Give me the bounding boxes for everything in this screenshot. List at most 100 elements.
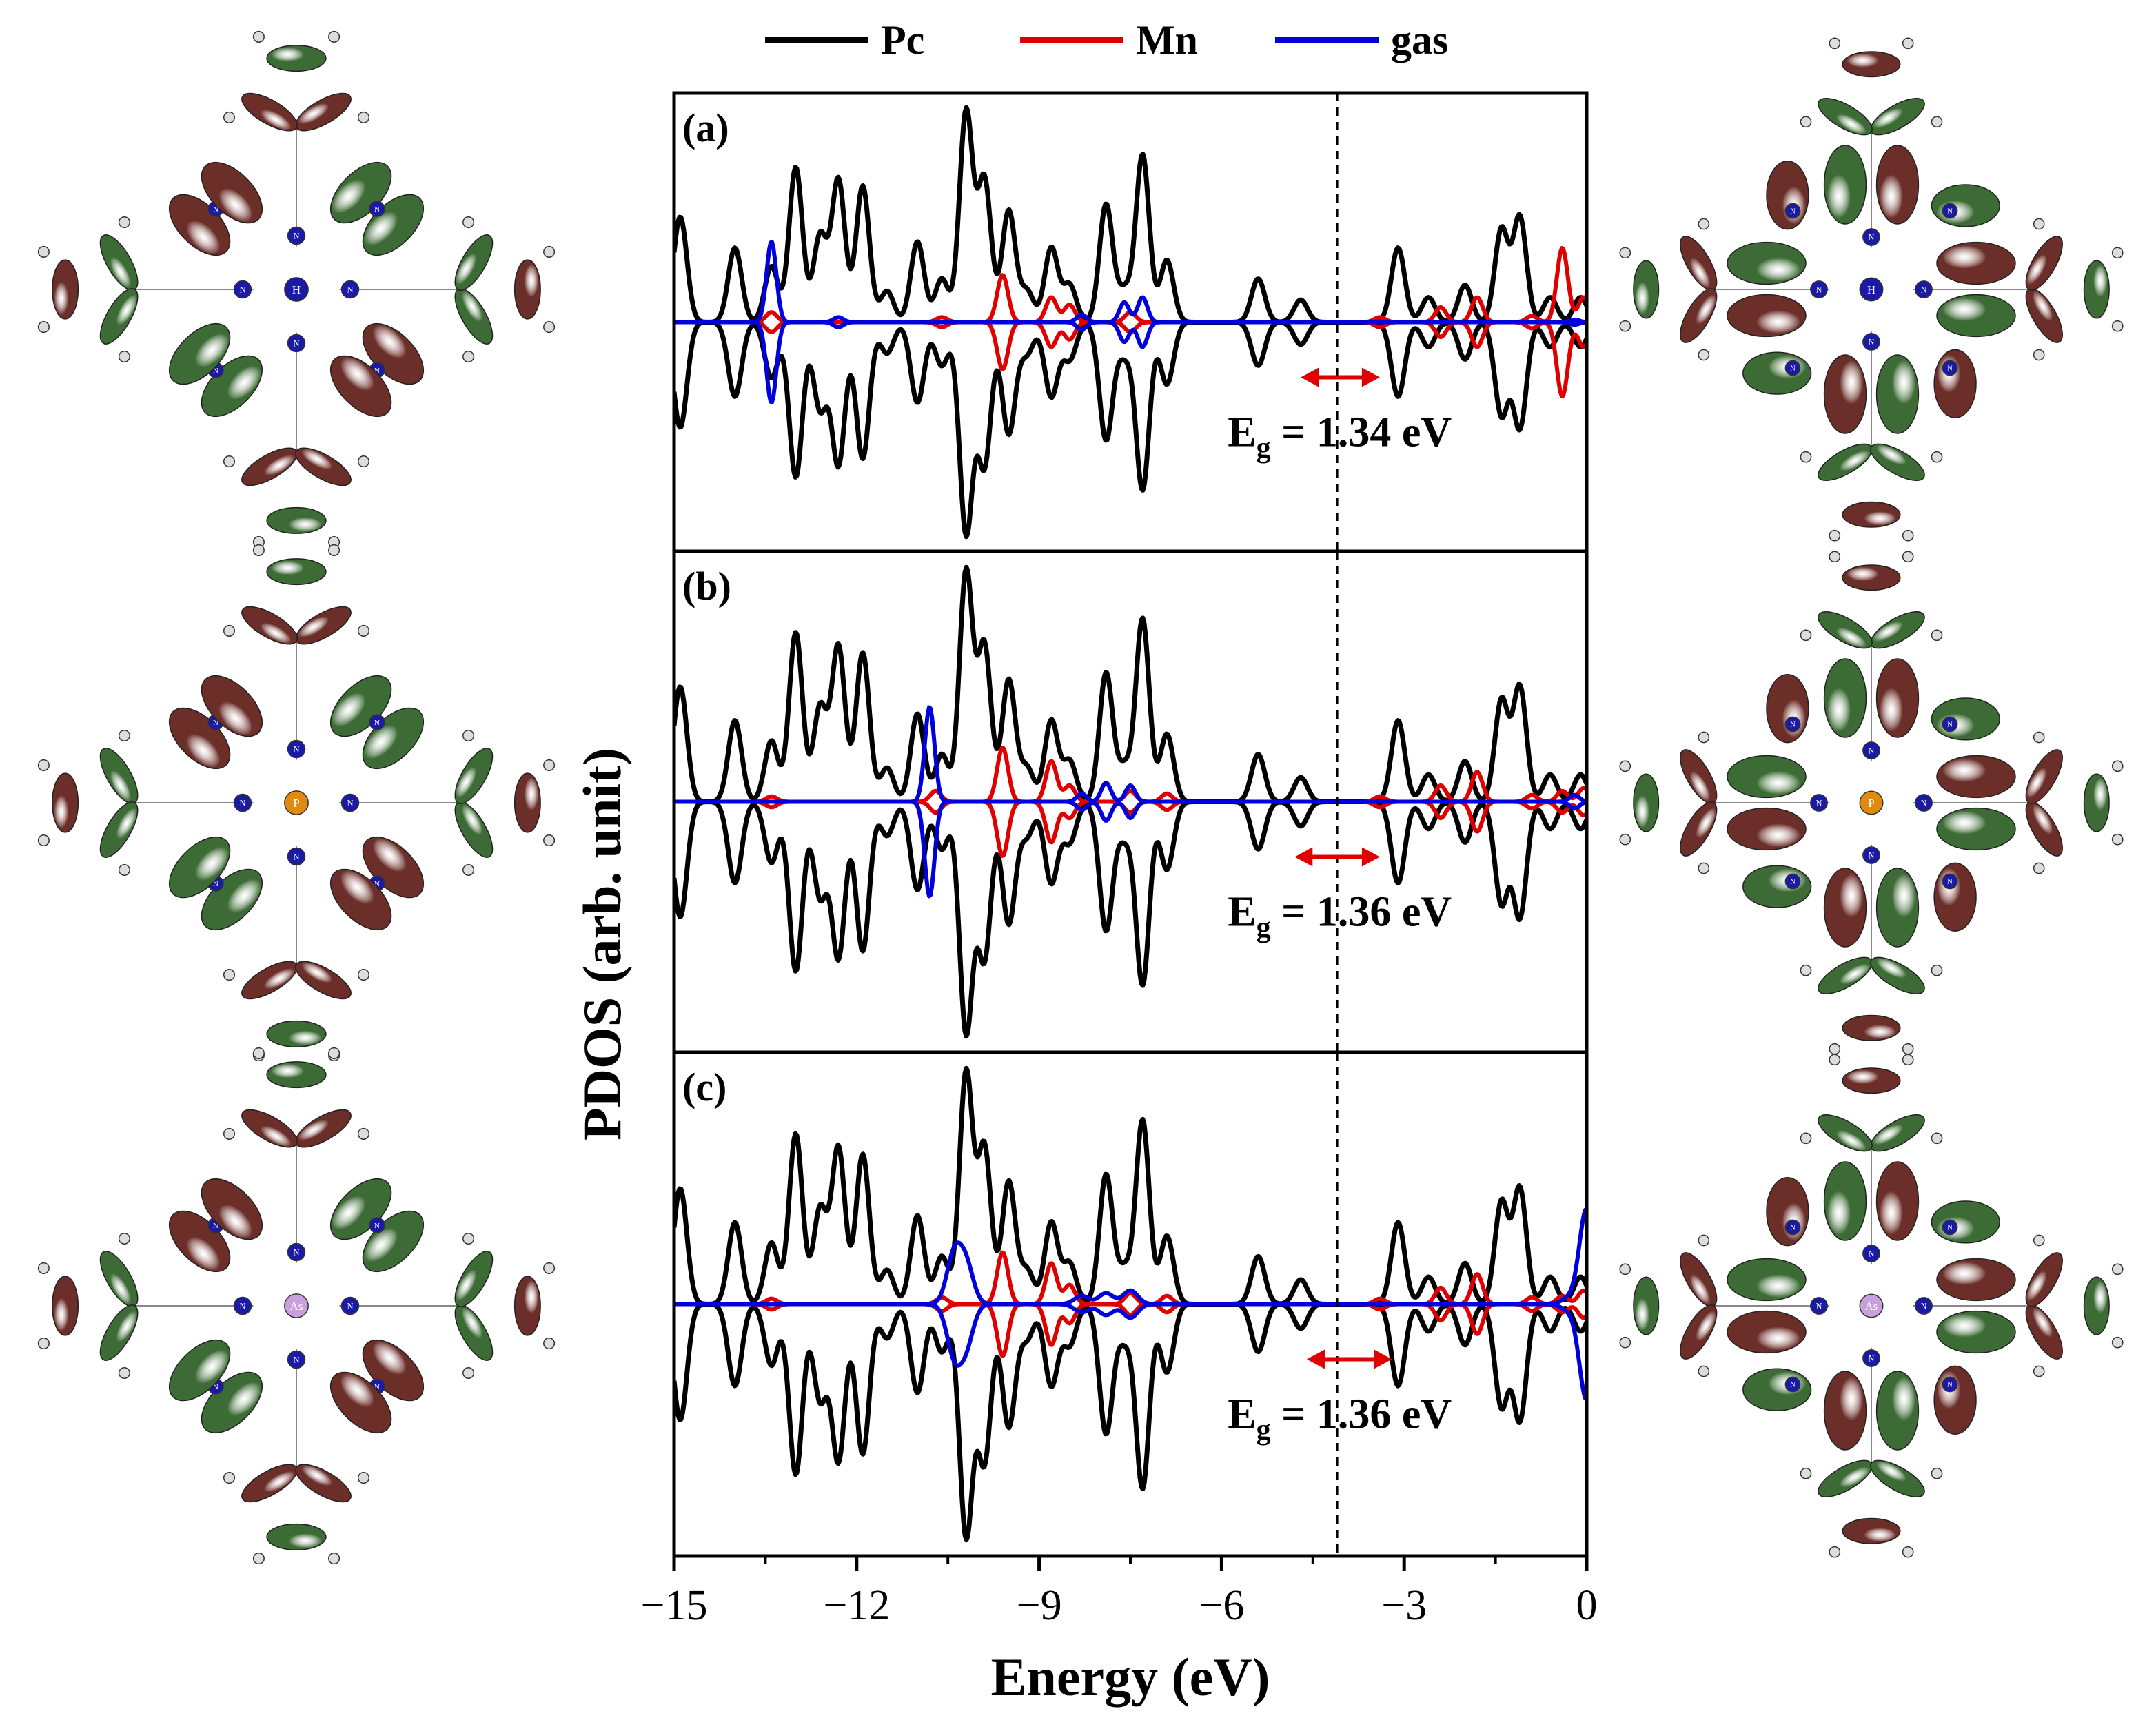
orbital-lobe <box>1931 697 2000 741</box>
orbital-lobe <box>329 355 392 418</box>
orbital-lobe <box>454 1251 494 1307</box>
orbital-lobe <box>1933 1365 1977 1435</box>
atom-h <box>2033 1234 2045 1247</box>
orbital-lobe <box>1818 611 1873 649</box>
atom-n <box>1784 1219 1801 1236</box>
atom-n <box>369 714 385 730</box>
x-tick-label: −9 <box>1017 1582 1062 1629</box>
atom-center-label: As <box>1865 1300 1878 1313</box>
atom-h <box>2111 247 2124 259</box>
orbital-lobe <box>1936 241 2016 285</box>
orbital-lobe <box>1680 1304 1718 1360</box>
atom-n <box>1862 846 1880 864</box>
gap-label: Eg = 1.34 eV <box>1228 409 1452 464</box>
gap-arrow-head-left <box>1301 367 1319 387</box>
atom-n-label: N <box>1947 721 1953 729</box>
x-tick-label: 0 <box>1576 1582 1598 1629</box>
orbital-lobe <box>1766 161 1809 230</box>
orbital-lobe <box>201 675 263 737</box>
orbital-lobe <box>1823 354 1867 434</box>
orbital-lobe <box>2025 236 2063 291</box>
orbital-lobe <box>295 1109 352 1148</box>
orbital-lobe <box>1680 1252 1718 1307</box>
orbital-lobe <box>1931 1200 2000 1244</box>
atom-h <box>1931 1467 1943 1479</box>
panel-2: (b) Eg = 1.36 eV <box>672 549 1589 1054</box>
atom-n-label: N <box>1869 232 1875 242</box>
orbital-lobe <box>1823 1161 1867 1241</box>
orbital-lobe <box>99 1304 139 1361</box>
atom-n <box>1784 873 1801 890</box>
atom-h <box>1800 1467 1812 1479</box>
orbital-lobe <box>2025 1304 2063 1360</box>
x-tick-label: −12 <box>823 1582 890 1629</box>
atom-n-label: N <box>1947 1382 1953 1389</box>
orbital-lobe <box>266 1061 327 1089</box>
orbital-lobe <box>1870 611 1925 649</box>
atom-n <box>340 1296 360 1315</box>
orbital-lobe <box>1680 236 1718 291</box>
atom-h <box>1829 1054 1841 1066</box>
atom-h <box>1931 964 1943 976</box>
orbital-lobe <box>2025 1252 2063 1307</box>
molecule-left-1: N N N N N N N N H <box>37 30 556 549</box>
atom-h <box>37 245 50 258</box>
atom-h <box>543 759 556 771</box>
molecule-left-3: N N N N N N N N As <box>37 1047 556 1565</box>
atom-h <box>328 544 340 556</box>
atom-n <box>233 793 252 812</box>
atom-h <box>1619 320 1631 332</box>
orbital-lobe <box>295 447 352 486</box>
atom-n-label: N <box>1790 365 1796 373</box>
orbital-lobe <box>1870 1459 1925 1497</box>
atom-n-label: N <box>293 231 299 240</box>
orbital-lobe <box>2025 288 2063 343</box>
atom-h <box>223 455 236 468</box>
atom-h <box>543 834 556 847</box>
atom-n <box>1784 1376 1801 1393</box>
atom-h <box>462 1232 475 1245</box>
atom-n <box>1862 1349 1880 1367</box>
atom-h <box>328 30 340 43</box>
atom-h <box>543 1262 556 1274</box>
atom-n-label: N <box>213 719 218 727</box>
orbital-lobe <box>513 259 541 320</box>
atom-n-label: N <box>213 880 218 888</box>
legend-label-pc: Pc <box>881 17 924 63</box>
atom-n <box>1942 716 1958 733</box>
atom-center <box>1859 790 1884 815</box>
panel-1-curves <box>674 105 1587 540</box>
atom-center <box>284 1293 309 1318</box>
atom-n <box>1810 794 1828 812</box>
series-mn-down <box>674 1302 1587 1358</box>
atom-center-label: P <box>1868 797 1874 810</box>
atom-h <box>2111 833 2124 846</box>
atom-center <box>1859 277 1884 302</box>
atom-n-label: N <box>239 1301 245 1311</box>
orbital-lobe <box>1742 351 1812 395</box>
atom-center-label: H <box>292 283 301 296</box>
atom-n-label: N <box>374 367 380 375</box>
orbital-lobe <box>295 1464 352 1503</box>
atom-n <box>369 201 385 217</box>
orbital-lobe <box>329 868 392 931</box>
panel-2-curves <box>674 564 1587 1039</box>
orbital-lobe <box>1818 98 1873 136</box>
atom-n-label: N <box>239 798 245 808</box>
orbital-lobe <box>1875 1371 1920 1451</box>
atom-h <box>2033 218 2045 230</box>
atom-n <box>1915 1297 1933 1315</box>
atom-h <box>118 1232 130 1245</box>
atom-h <box>357 1472 370 1484</box>
orbital-lobe <box>295 961 352 1000</box>
orbital-lobe <box>168 836 231 899</box>
orbital-lobe <box>1875 354 1920 434</box>
atom-center <box>1859 1293 1884 1318</box>
atom-h <box>223 969 236 981</box>
orbital-lobe <box>241 447 298 486</box>
atom-h <box>1800 629 1812 642</box>
atom-h <box>2111 320 2124 332</box>
atom-n-label: N <box>374 880 380 888</box>
atom-n-label: N <box>1869 337 1875 347</box>
x-axis-label: Energy (eV) <box>990 1647 1270 1707</box>
